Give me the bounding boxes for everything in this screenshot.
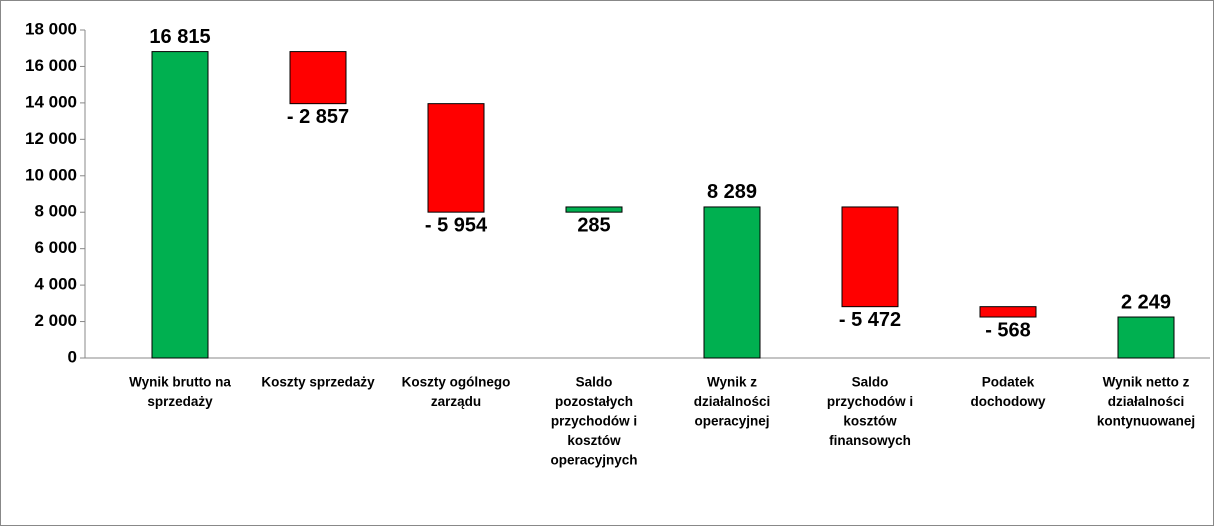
value-label: - 5 472: [839, 309, 901, 331]
x-tick-label: Wynik brutto na: [129, 375, 231, 390]
x-tick-label: kosztów: [843, 414, 897, 429]
x-tick-label: operacyjnych: [550, 453, 637, 468]
x-tick-label: kontynuowanej: [1097, 414, 1195, 429]
value-label: 16 815: [149, 26, 210, 48]
x-tick-label: finansowych: [829, 433, 911, 448]
y-tick-label: 0: [68, 347, 77, 366]
x-tick-label: Wynik netto z: [1103, 375, 1190, 390]
x-tick-label: Wynik z: [707, 375, 757, 390]
x-tick-label: Saldo: [852, 375, 889, 390]
bar: [1117, 316, 1175, 359]
bar: [565, 206, 623, 213]
x-tick-label: Podatek: [982, 375, 1035, 390]
value-label: - 5 954: [425, 214, 488, 236]
y-tick-label: 10 000: [25, 165, 77, 184]
x-tick-label: działalności: [694, 394, 771, 409]
y-tick-label: 16 000: [25, 56, 77, 75]
x-tick-label: Koszty ogólnego: [402, 375, 511, 390]
y-tick-label: 18 000: [25, 19, 77, 38]
bar: [151, 51, 209, 359]
value-label: - 2 857: [287, 106, 349, 128]
bar: [427, 103, 485, 213]
y-tick-label: 12 000: [25, 129, 77, 148]
x-tick-label: działalności: [1108, 394, 1185, 409]
x-tick-label: sprzedaży: [147, 394, 213, 409]
y-tick-label: 4 000: [34, 275, 77, 294]
x-tick-label: zarządu: [431, 394, 481, 409]
x-tick-label: przychodów i: [827, 394, 913, 409]
x-tick-label: dochodowy: [971, 394, 1046, 409]
y-tick-label: 2 000: [34, 311, 77, 330]
bar: [841, 206, 899, 308]
value-label: 285: [577, 214, 610, 236]
x-tick-label: Koszty sprzedaży: [261, 375, 375, 390]
x-tick-label: pozostałych: [555, 394, 633, 409]
value-label: - 568: [985, 319, 1031, 341]
y-tick-label: 6 000: [34, 238, 77, 257]
y-tick-label: 8 000: [34, 202, 77, 221]
x-tick-label: przychodów i: [551, 414, 637, 429]
x-tick-label: kosztów: [567, 433, 621, 448]
value-label: 8 289: [707, 181, 757, 203]
bar: [289, 51, 347, 105]
y-tick-label: 14 000: [25, 92, 77, 111]
bar: [979, 306, 1037, 318]
x-tick-label: Saldo: [576, 375, 613, 390]
bar: [703, 206, 761, 359]
value-label: 2 249: [1121, 291, 1171, 313]
x-tick-label: operacyjnej: [694, 414, 769, 429]
